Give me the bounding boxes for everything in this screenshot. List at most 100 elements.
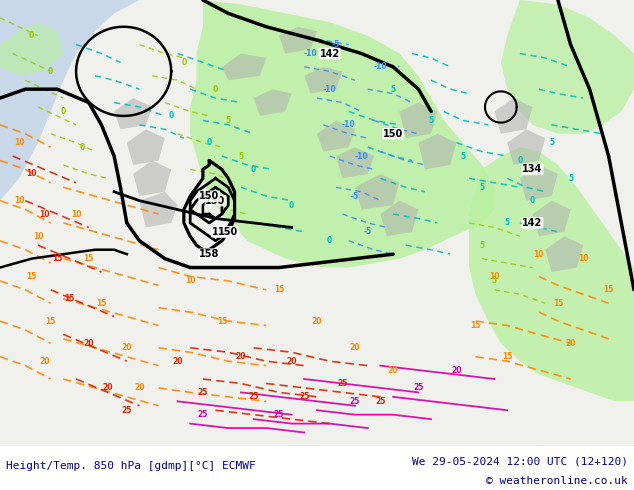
Text: 0: 0	[251, 165, 256, 174]
Text: Height/Temp. 850 hPa [gdmp][°C] ECMWF: Height/Temp. 850 hPa [gdmp][°C] ECMWF	[6, 461, 256, 470]
Text: 25: 25	[122, 406, 132, 415]
Polygon shape	[399, 102, 437, 138]
Text: 15: 15	[65, 294, 75, 303]
Polygon shape	[501, 0, 634, 134]
Text: 10: 10	[534, 250, 544, 259]
Text: 10: 10	[185, 276, 195, 285]
Text: -5: -5	[351, 192, 359, 201]
Text: 15: 15	[46, 317, 56, 325]
Text: -10: -10	[373, 62, 387, 72]
Text: 5: 5	[391, 85, 396, 94]
Text: 20: 20	[287, 357, 297, 366]
Polygon shape	[279, 27, 317, 53]
Text: 150: 150	[212, 227, 232, 237]
Text: 20: 20	[388, 366, 398, 374]
Text: 5: 5	[226, 116, 231, 125]
Text: © weatheronline.co.uk: © weatheronline.co.uk	[486, 476, 628, 486]
Text: 20: 20	[172, 357, 183, 366]
Text: 25: 25	[375, 397, 385, 406]
Text: 15: 15	[274, 285, 284, 294]
Text: 15: 15	[84, 254, 94, 263]
Polygon shape	[418, 134, 456, 170]
Text: 0: 0	[327, 236, 332, 245]
Polygon shape	[520, 165, 558, 201]
Polygon shape	[495, 98, 533, 134]
Text: 15: 15	[553, 299, 563, 308]
Text: -10: -10	[323, 85, 337, 94]
Text: 25: 25	[299, 392, 309, 401]
Text: 134: 134	[522, 165, 543, 174]
Text: We 29-05-2024 12:00 UTC (12+120): We 29-05-2024 12:00 UTC (12+120)	[411, 457, 628, 466]
Text: 5: 5	[505, 219, 510, 227]
Text: 142: 142	[320, 49, 340, 58]
Text: -5: -5	[332, 40, 340, 49]
Polygon shape	[380, 201, 418, 236]
Text: 142: 142	[522, 218, 543, 228]
Polygon shape	[127, 129, 165, 165]
Polygon shape	[533, 201, 571, 236]
Polygon shape	[133, 161, 171, 196]
Text: 25: 25	[198, 410, 208, 419]
Text: 5: 5	[568, 174, 573, 183]
Text: 5: 5	[479, 183, 484, 192]
Text: 150: 150	[205, 196, 226, 206]
Polygon shape	[222, 53, 266, 80]
Text: 10: 10	[489, 272, 500, 281]
Polygon shape	[469, 147, 634, 401]
Text: 20: 20	[566, 339, 576, 348]
Polygon shape	[317, 121, 355, 151]
Text: -10: -10	[304, 49, 318, 58]
Text: 0: 0	[530, 196, 535, 205]
Text: 20: 20	[312, 317, 322, 325]
Text: 15: 15	[604, 285, 614, 294]
Text: 15: 15	[470, 321, 481, 330]
Polygon shape	[507, 129, 545, 165]
Polygon shape	[545, 236, 583, 272]
Polygon shape	[190, 0, 495, 268]
Text: 20: 20	[451, 366, 462, 374]
Text: 158: 158	[199, 249, 219, 259]
Text: 5: 5	[492, 276, 497, 285]
Text: 20: 20	[122, 343, 132, 352]
Text: 0: 0	[213, 85, 218, 94]
Text: 0: 0	[48, 67, 53, 76]
Text: 0: 0	[80, 143, 85, 151]
Text: 0: 0	[29, 31, 34, 40]
Text: 5: 5	[429, 116, 434, 125]
Text: 15: 15	[217, 317, 227, 325]
Polygon shape	[139, 192, 178, 227]
Text: 25: 25	[198, 388, 208, 397]
Polygon shape	[355, 174, 399, 210]
Text: 5: 5	[460, 151, 465, 161]
Text: -10: -10	[342, 121, 356, 129]
Text: 5: 5	[549, 138, 554, 147]
Text: 20: 20	[134, 384, 145, 392]
Polygon shape	[304, 67, 342, 94]
Text: 0: 0	[61, 107, 66, 116]
Text: 25: 25	[249, 392, 259, 401]
Text: 150: 150	[199, 191, 219, 201]
Text: 15: 15	[502, 352, 512, 361]
Text: 0: 0	[517, 156, 522, 165]
Text: 25: 25	[350, 397, 360, 406]
Text: -5: -5	[363, 227, 372, 236]
Polygon shape	[336, 147, 374, 178]
Text: 150: 150	[218, 227, 238, 237]
Text: 15: 15	[96, 299, 107, 308]
Text: 10: 10	[27, 170, 37, 178]
Text: 150: 150	[383, 129, 403, 139]
Text: 20: 20	[350, 343, 360, 352]
Text: 5: 5	[479, 241, 484, 250]
Text: 15: 15	[52, 254, 62, 263]
Text: 20: 20	[39, 357, 49, 366]
Text: 10: 10	[33, 232, 43, 241]
Text: 25: 25	[413, 384, 424, 392]
Text: 10: 10	[71, 210, 81, 219]
Text: 20: 20	[84, 339, 94, 348]
Text: 20: 20	[236, 352, 246, 361]
Polygon shape	[0, 22, 63, 76]
Text: 25: 25	[337, 379, 347, 388]
Text: 10: 10	[14, 138, 24, 147]
Text: 0: 0	[207, 138, 212, 147]
Polygon shape	[114, 98, 152, 129]
